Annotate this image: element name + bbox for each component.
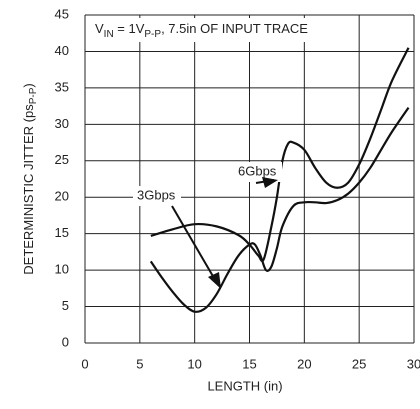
x-tick-label: 5 — [136, 356, 143, 371]
x-tick-label: 30 — [407, 356, 420, 371]
annotation: VIN = 1VP-P, 7.5in OF INPUT TRACE — [95, 21, 308, 39]
y-tick-label: 20 — [55, 189, 69, 204]
series-line — [150, 47, 410, 263]
label-box — [133, 186, 181, 206]
x-tick-label: 20 — [297, 356, 311, 371]
y-tick-label: 40 — [55, 43, 69, 58]
y-label-part: P-P — [28, 87, 39, 104]
y-tick-label: 5 — [62, 298, 69, 313]
x-tick-label: 15 — [242, 356, 256, 371]
arrow-head — [208, 272, 221, 289]
annotation-part: V — [95, 21, 104, 36]
x-axis-label: LENGTH (in) — [207, 378, 282, 393]
y-tick-label: 15 — [55, 225, 69, 240]
x-tick-label: 10 — [187, 356, 201, 371]
y-tick-label: 30 — [55, 116, 69, 131]
y-label-part: DETERMINISTIC JITTER (ps — [21, 104, 36, 275]
annotation-box — [90, 18, 345, 42]
lines — [149, 47, 410, 313]
y-label-part: ) — [21, 83, 36, 87]
arrow — [171, 205, 215, 279]
series-label: 3Gbps — [137, 187, 176, 202]
y-tick-label: 25 — [55, 152, 69, 167]
y-tick-label: 35 — [55, 79, 69, 94]
series-label: 6Gbps — [238, 163, 277, 178]
annotation-part: = 1V — [114, 21, 145, 36]
y-axis-label: DETERMINISTIC JITTER (psP-P) — [21, 83, 38, 274]
y-tick-label: 45 — [55, 6, 69, 21]
label-box — [234, 162, 282, 182]
annotation-part: P-P — [144, 29, 161, 40]
y-tick-label: 0 — [62, 334, 69, 349]
annotation-part: , 7.5in OF INPUT TRACE — [161, 21, 308, 36]
y-tick-label: 10 — [55, 262, 69, 277]
x-tick-label: 25 — [352, 356, 366, 371]
x-tick-label: 0 — [81, 356, 88, 371]
arrow-head — [262, 177, 278, 188]
series-line — [149, 106, 410, 313]
annotation-part: IN — [104, 29, 114, 40]
